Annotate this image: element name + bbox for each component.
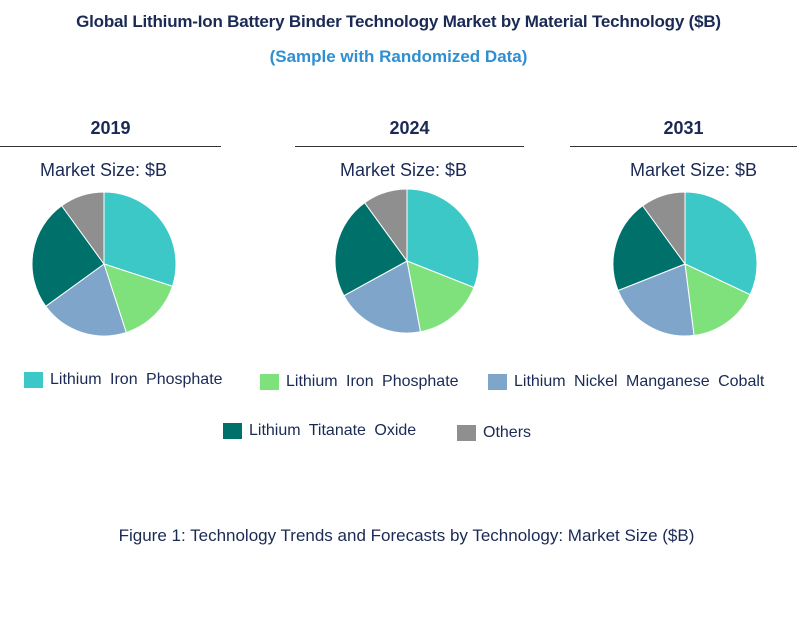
pie-chart-2024 [334, 188, 480, 334]
legend-label: Lithium Titanate Oxide [249, 422, 417, 439]
legend-label: Lithium Iron Phosphate [50, 371, 223, 388]
pie-year-label: 2024 [389, 118, 430, 138]
pie-panel-2024: 2024 Market Size: $B [295, 118, 524, 338]
legend-item-lithium-titanate-oxide: Lithium Titanate Oxide [223, 422, 416, 440]
pie-slice-2024-others [363, 188, 408, 263]
legend-swatch [24, 372, 43, 388]
pie-year-label: 2019 [90, 118, 131, 138]
pie-slice-2024-lithium-iron-phosphate [406, 188, 480, 289]
pie-slice-2031-lithium-iron-phosphate-2 [684, 263, 751, 336]
legend-item-lithium-iron-phosphate-2: Lithium Iron Phosphate [260, 373, 459, 391]
market-size-label: Market Size: $B [629, 160, 758, 180]
pie-slice-2024-lithium-iron-phosphate-2 [406, 260, 475, 333]
pie-slice-2019-lithium-titanate-oxide [31, 205, 105, 308]
pie-year-divider [0, 146, 221, 147]
pie-chart-2031 [612, 191, 758, 337]
pie-year-divider [295, 146, 524, 147]
pie-slice-2031-lithium-titanate-oxide [612, 205, 686, 292]
pie-slice-2019-lithium-iron-phosphate [103, 191, 177, 287]
pie-slice-2024-lithium-nickel-manganese-cobalt [343, 260, 422, 334]
legend-item-lithium-nickel-manganese-cobalt: Lithium Nickel Manganese Cobalt [488, 373, 764, 391]
chart-title: Global Lithium-Ion Battery Binder Techno… [76, 12, 721, 31]
figure-caption: Figure 1: Technology Trends and Forecast… [118, 526, 695, 545]
pie-slice-2024-lithium-titanate-oxide [334, 202, 408, 297]
market-size-label: Market Size: $B [39, 160, 168, 180]
pie-slice-2031-lithium-nickel-manganese-cobalt [617, 263, 695, 337]
pie-year-label: 2031 [663, 118, 704, 138]
legend-swatch [457, 425, 476, 441]
pie-panel-2031: 2031 Market Size: $B [570, 118, 797, 338]
legend-swatch [223, 423, 242, 439]
legend-label: Lithium Nickel Manganese Cobalt [514, 373, 765, 390]
pie-panel-2019: 2019 Market Size: $B [0, 118, 221, 338]
legend-item-others: Others [457, 424, 531, 442]
legend-label: Lithium Iron Phosphate [286, 373, 459, 390]
pie-slice-2019-lithium-nickel-manganese-cobalt [45, 263, 127, 337]
chart-subtitle: (Sample with Randomized Data) [269, 47, 528, 66]
pie-year-divider [570, 146, 797, 147]
legend-swatch [488, 374, 507, 390]
pie-chart-2019 [31, 191, 177, 337]
legend-swatch [260, 374, 279, 390]
market-size-label: Market Size: $B [339, 160, 468, 180]
legend-item-lithium-iron-phosphate: Lithium Iron Phosphate [24, 371, 223, 389]
legend-label: Others [483, 424, 532, 441]
pie-slice-2019-others [60, 191, 105, 266]
pie-slice-2031-lithium-iron-phosphate [684, 191, 758, 296]
pie-slice-2031-others [641, 191, 686, 266]
